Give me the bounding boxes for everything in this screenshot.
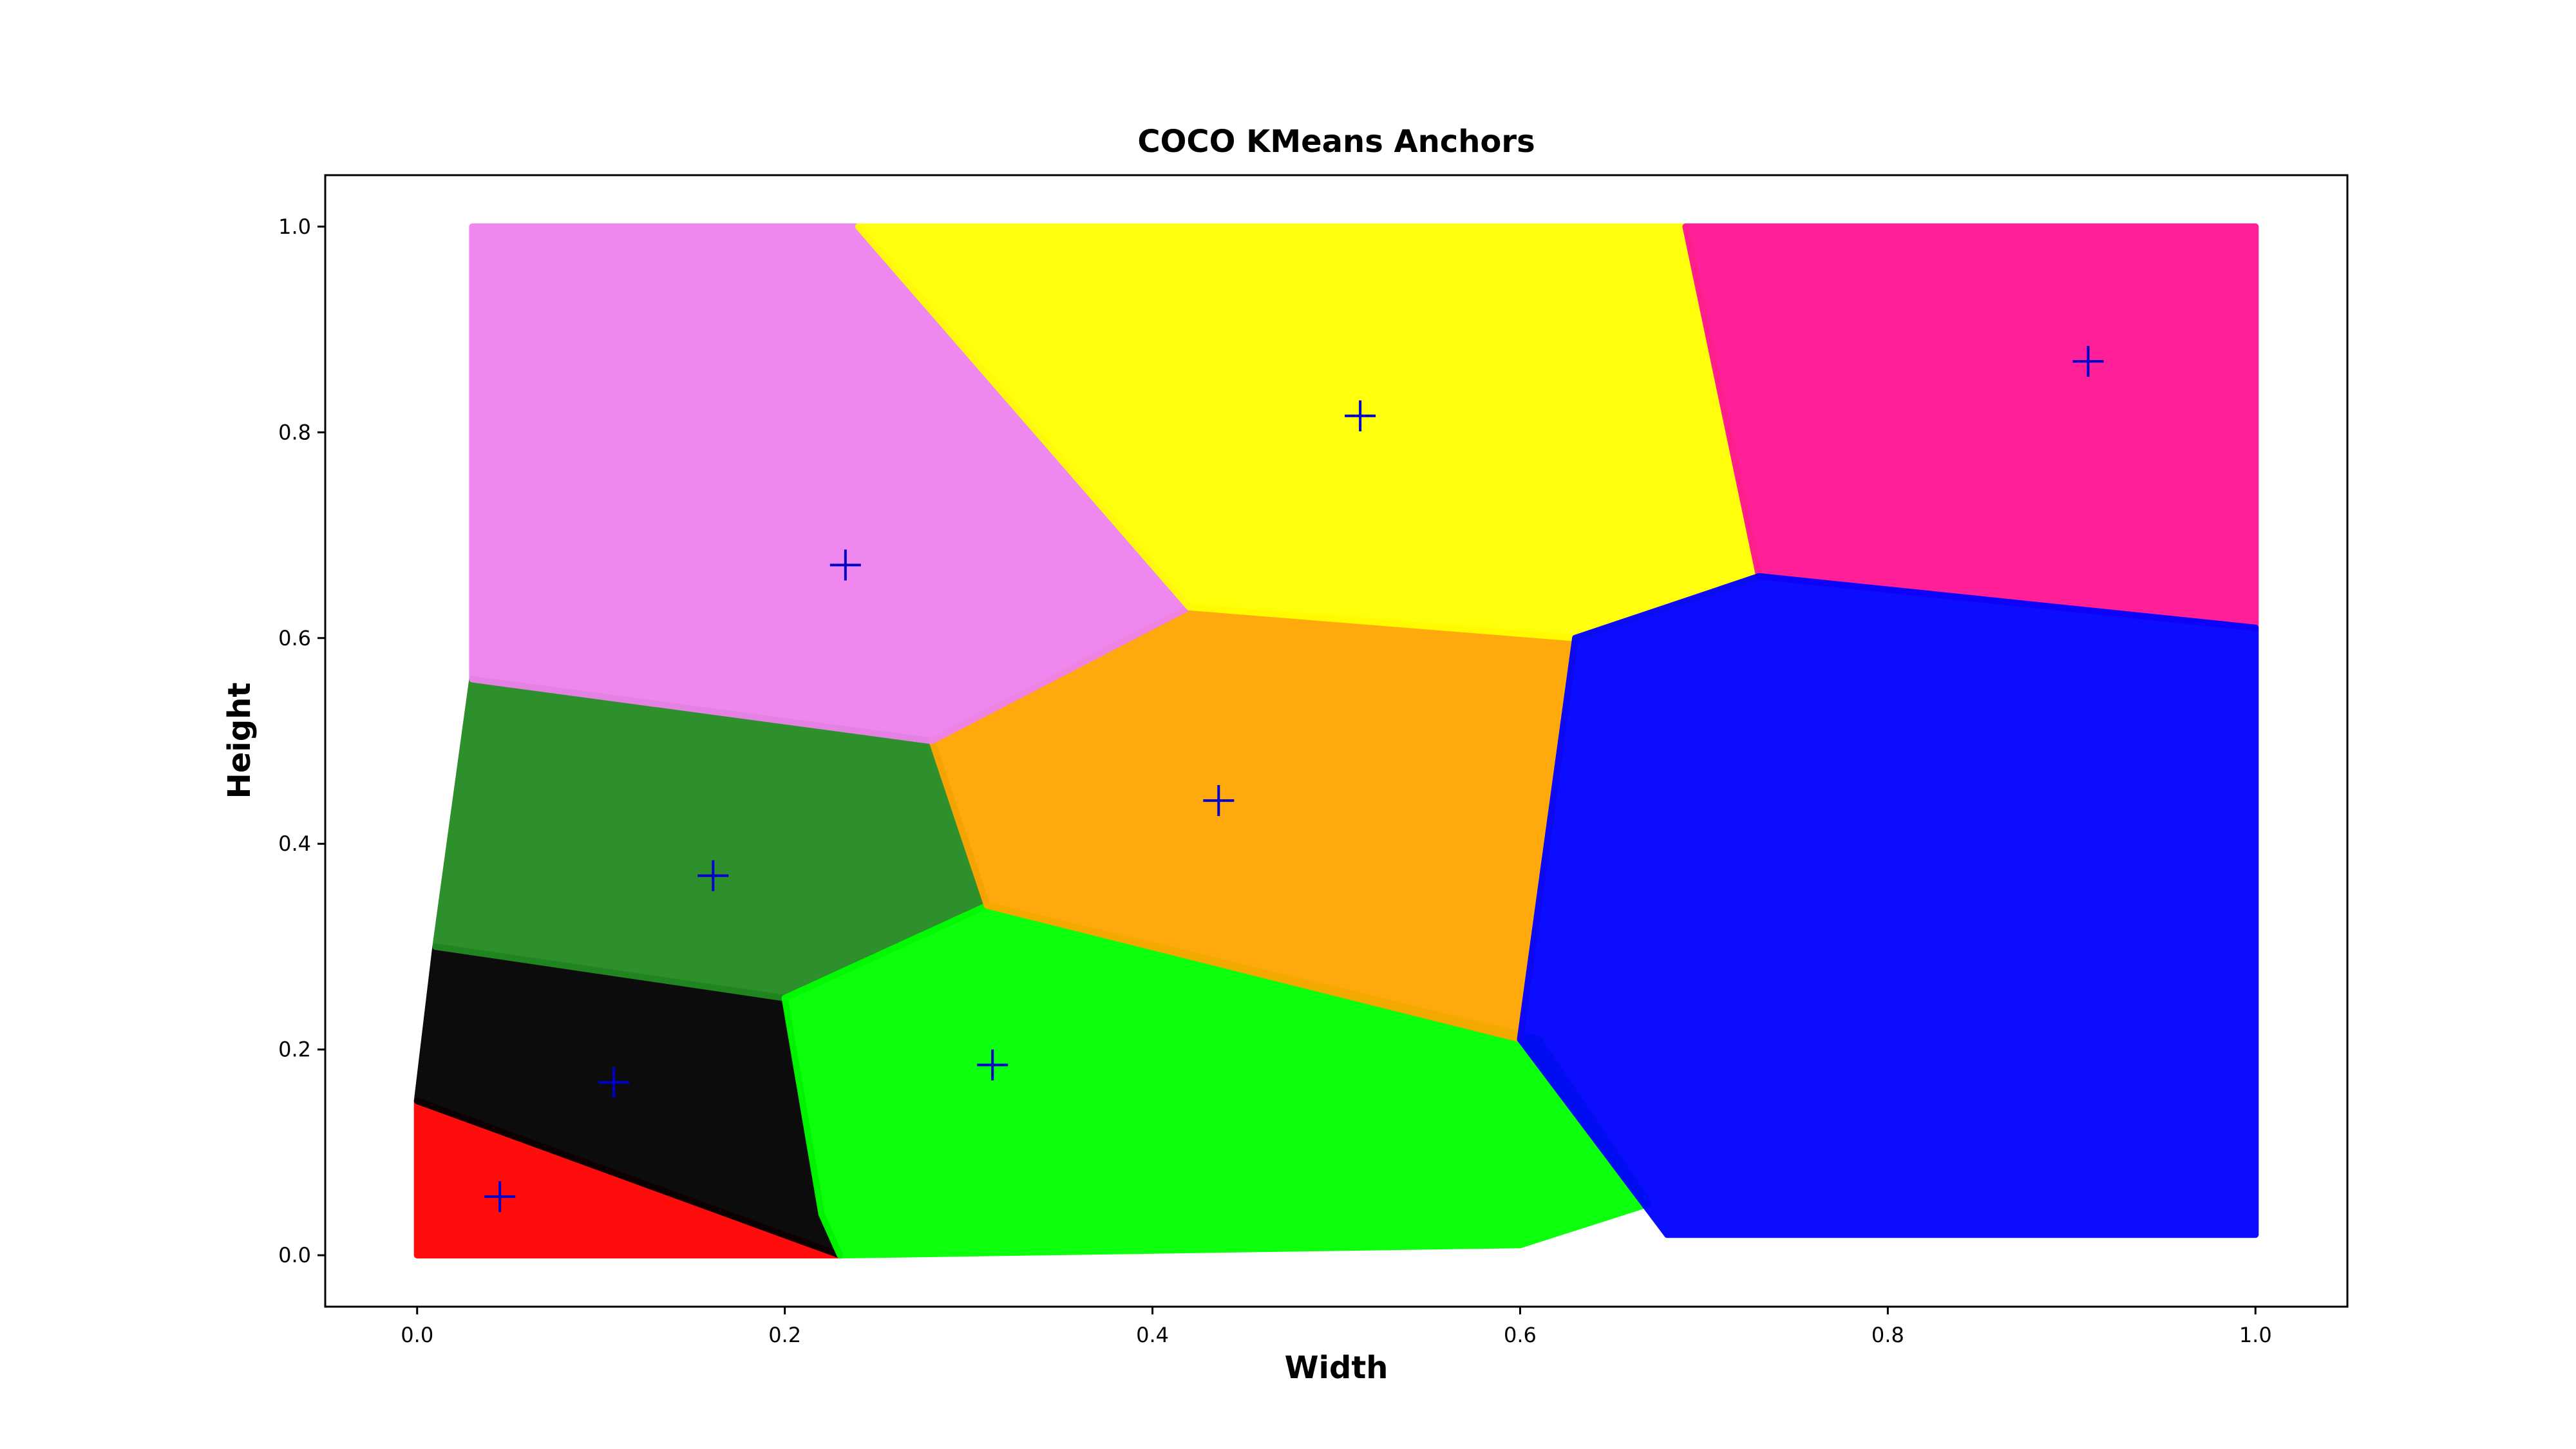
x-axis-label: Width — [1285, 1350, 1388, 1386]
x-tick-label: 0.0 — [401, 1323, 433, 1347]
y-tick-label: 0.0 — [278, 1243, 311, 1267]
x-axis-ticks: 0.0 0.2 0.4 0.6 0.8 1.0 — [401, 1307, 2272, 1347]
x-tick-label: 0.6 — [1504, 1323, 1537, 1347]
y-axis-label: Height — [222, 683, 258, 799]
x-tick-label: 1.0 — [2239, 1323, 2272, 1347]
y-tick-label: 0.2 — [278, 1037, 311, 1062]
x-tick-label: 0.4 — [1136, 1323, 1169, 1347]
cluster-region-9 — [1517, 573, 2259, 1238]
y-tick-label: 0.4 — [278, 831, 311, 856]
cluster-regions — [413, 223, 2259, 1259]
anchor-marker-5 — [829, 549, 861, 581]
anchor-marker-6 — [1203, 785, 1235, 817]
cluster-region-8 — [1682, 223, 2259, 631]
y-tick-label: 0.8 — [278, 420, 311, 444]
anchor-marker-7 — [1345, 400, 1376, 431]
anchor-markers — [484, 346, 2104, 1213]
anchor-marker-1 — [484, 1181, 516, 1213]
x-tick-label: 0.8 — [1871, 1323, 1904, 1347]
chart-title: COCO KMeans Anchors — [1137, 124, 1535, 160]
y-tick-label: 0.6 — [278, 626, 311, 650]
y-axis-ticks: 0.0 0.2 0.4 0.6 0.8 1.0 — [278, 214, 325, 1267]
plot-frame — [324, 174, 2349, 1308]
anchor-marker-8 — [2072, 346, 2104, 377]
x-tick-label: 0.2 — [768, 1323, 801, 1347]
anchor-marker-4 — [977, 1049, 1009, 1081]
anchor-marker-3 — [697, 860, 729, 891]
anchor-marker-2 — [598, 1066, 630, 1098]
y-tick-label: 1.0 — [278, 214, 311, 239]
